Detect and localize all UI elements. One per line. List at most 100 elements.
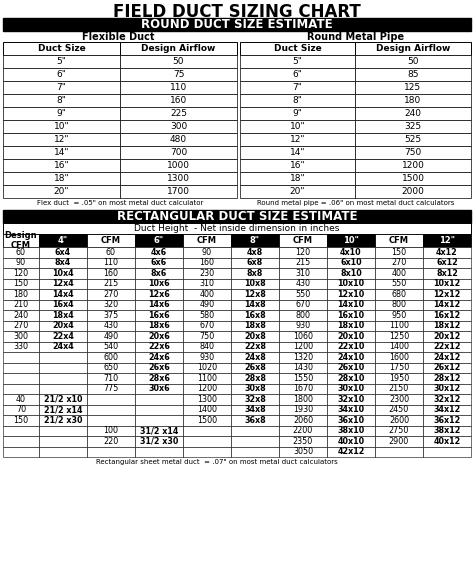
Text: 1430: 1430 bbox=[293, 363, 313, 372]
Text: 840: 840 bbox=[200, 342, 215, 351]
Bar bbox=[375, 289, 423, 300]
Text: Design Airflow: Design Airflow bbox=[141, 44, 216, 53]
Text: 1100: 1100 bbox=[197, 374, 217, 382]
Text: 16x10: 16x10 bbox=[337, 310, 365, 320]
Bar bbox=[39, 310, 87, 320]
Bar bbox=[183, 257, 231, 268]
Bar bbox=[120, 133, 237, 146]
Bar bbox=[3, 436, 39, 446]
Bar bbox=[39, 234, 87, 247]
Text: FIELD DUCT SIZING CHART: FIELD DUCT SIZING CHART bbox=[113, 3, 361, 21]
Text: 38x10: 38x10 bbox=[337, 426, 365, 435]
Text: 30x8: 30x8 bbox=[244, 384, 266, 393]
Text: 375: 375 bbox=[103, 310, 118, 320]
Text: Rectangular sheet metal duct  = .07" on most metal duct calculators: Rectangular sheet metal duct = .07" on m… bbox=[96, 459, 338, 465]
Text: 18": 18" bbox=[290, 174, 305, 183]
Text: CFM: CFM bbox=[101, 236, 121, 245]
Bar bbox=[240, 42, 355, 55]
Text: 50: 50 bbox=[173, 57, 184, 66]
Bar bbox=[423, 404, 471, 415]
Bar bbox=[3, 268, 39, 279]
Text: 30x12: 30x12 bbox=[433, 384, 461, 393]
Bar bbox=[279, 384, 327, 394]
Bar bbox=[355, 81, 471, 94]
Text: 1200: 1200 bbox=[197, 384, 217, 393]
Bar bbox=[87, 300, 135, 310]
Bar bbox=[240, 107, 355, 120]
Text: 6": 6" bbox=[292, 70, 302, 79]
Bar bbox=[279, 342, 327, 352]
Text: 40x10: 40x10 bbox=[337, 437, 365, 446]
Bar bbox=[375, 257, 423, 268]
Bar bbox=[39, 415, 87, 426]
Bar bbox=[87, 373, 135, 384]
Text: 1400: 1400 bbox=[389, 342, 409, 351]
Bar bbox=[423, 436, 471, 446]
Bar bbox=[231, 404, 279, 415]
Bar bbox=[3, 55, 120, 68]
Bar bbox=[279, 373, 327, 384]
Bar bbox=[279, 352, 327, 362]
Text: 5": 5" bbox=[56, 57, 66, 66]
Bar bbox=[120, 120, 237, 133]
Bar bbox=[231, 394, 279, 404]
Bar bbox=[135, 310, 183, 320]
Text: 14": 14" bbox=[290, 148, 305, 157]
Text: 1750: 1750 bbox=[389, 363, 409, 372]
Text: 2200: 2200 bbox=[293, 426, 313, 435]
Text: 40: 40 bbox=[16, 395, 26, 404]
Bar bbox=[120, 172, 237, 185]
Text: 85: 85 bbox=[407, 70, 419, 79]
Bar bbox=[375, 331, 423, 342]
Bar bbox=[327, 268, 375, 279]
Bar bbox=[423, 310, 471, 320]
Bar bbox=[355, 55, 471, 68]
Bar bbox=[3, 446, 39, 457]
Text: Duct Size: Duct Size bbox=[37, 44, 85, 53]
Bar bbox=[3, 172, 120, 185]
Bar bbox=[327, 352, 375, 362]
Bar bbox=[183, 362, 231, 373]
Bar bbox=[375, 310, 423, 320]
Text: 670: 670 bbox=[295, 300, 310, 309]
Bar bbox=[375, 342, 423, 352]
Bar bbox=[135, 362, 183, 373]
Bar bbox=[135, 352, 183, 362]
Text: 28x8: 28x8 bbox=[244, 374, 266, 382]
Text: Design
CFM: Design CFM bbox=[5, 231, 37, 250]
Text: 310: 310 bbox=[295, 269, 310, 278]
Bar bbox=[231, 234, 279, 247]
Bar bbox=[240, 68, 355, 81]
Text: 75: 75 bbox=[173, 70, 184, 79]
Text: ROUND DUCT SIZE ESTIMATE: ROUND DUCT SIZE ESTIMATE bbox=[141, 18, 333, 31]
Text: 10x8: 10x8 bbox=[244, 279, 266, 288]
Text: 16": 16" bbox=[54, 161, 69, 170]
Text: 31/2 x14: 31/2 x14 bbox=[140, 426, 178, 435]
Bar bbox=[231, 289, 279, 300]
Text: 8x12: 8x12 bbox=[436, 269, 458, 278]
Bar bbox=[135, 384, 183, 394]
Text: 38x12: 38x12 bbox=[433, 426, 461, 435]
Text: 125: 125 bbox=[404, 83, 421, 92]
Text: 1800: 1800 bbox=[293, 395, 313, 404]
Bar bbox=[231, 247, 279, 257]
Bar bbox=[375, 446, 423, 457]
Bar bbox=[39, 436, 87, 446]
Text: 1200: 1200 bbox=[401, 161, 424, 170]
Bar bbox=[39, 404, 87, 415]
Bar bbox=[240, 81, 355, 94]
Bar bbox=[327, 426, 375, 436]
Text: 7": 7" bbox=[292, 83, 302, 92]
Bar bbox=[231, 362, 279, 373]
Bar bbox=[327, 234, 375, 247]
Bar bbox=[279, 300, 327, 310]
Bar bbox=[135, 426, 183, 436]
Text: 160: 160 bbox=[170, 96, 187, 105]
Text: 430: 430 bbox=[295, 279, 310, 288]
Bar bbox=[135, 342, 183, 352]
Bar bbox=[279, 426, 327, 436]
Bar bbox=[327, 331, 375, 342]
Bar bbox=[3, 146, 120, 159]
Bar bbox=[327, 415, 375, 426]
Bar bbox=[183, 436, 231, 446]
